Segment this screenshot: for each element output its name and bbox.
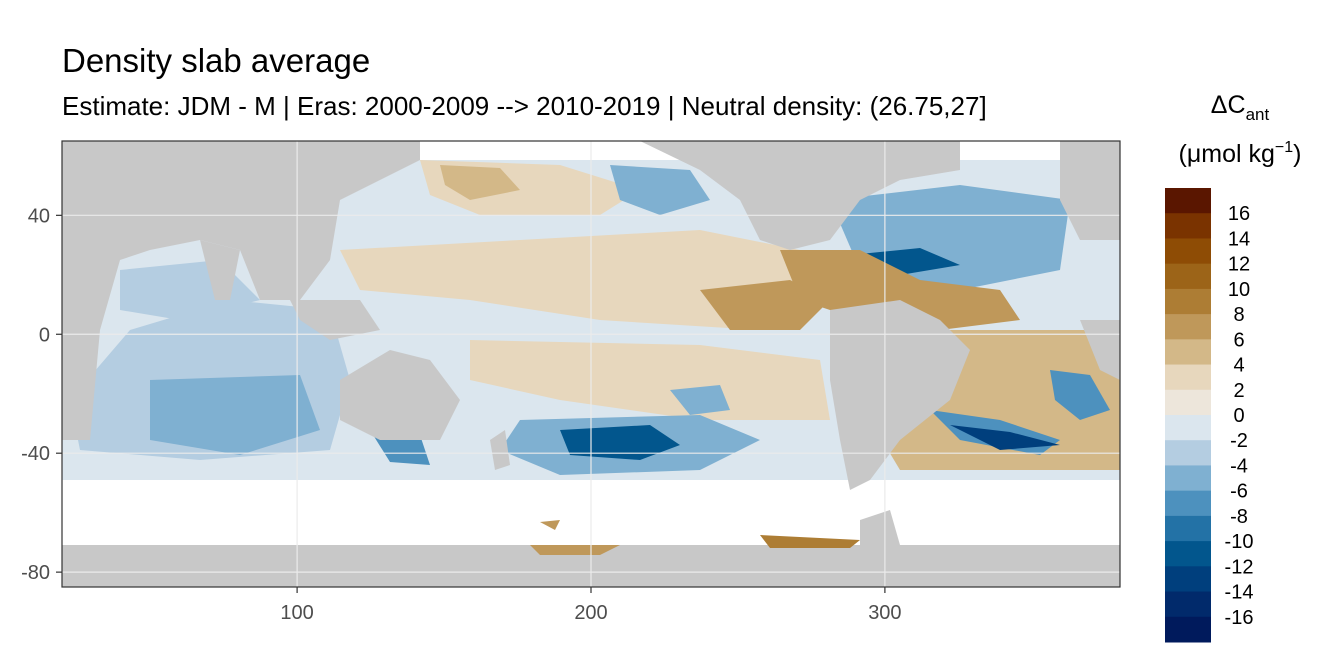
new-zealand-land (490, 430, 510, 470)
legend-swatch (1165, 213, 1211, 239)
legend-swatch (1165, 339, 1211, 366)
legend-title: ΔCant (1211, 91, 1270, 124)
y-axis: 40 0 -40 -80 (21, 205, 62, 584)
legend-swatch (1165, 515, 1211, 542)
legend-label: -6 (1230, 481, 1248, 503)
legend-label: 6 (1233, 329, 1244, 351)
legend-label: 8 (1233, 304, 1244, 326)
legend-swatch (1165, 238, 1211, 265)
legend-swatch (1165, 465, 1211, 492)
legend-label: 4 (1233, 355, 1244, 377)
legend-swatch (1165, 566, 1211, 593)
legend-swatch (1165, 188, 1211, 214)
maritime-continent-land (290, 300, 380, 340)
legend-label: -16 (1225, 607, 1254, 629)
north-pacific-blue (610, 165, 710, 215)
y-tick-label: 40 (28, 205, 50, 227)
legend-unit-superscript: −1 (1275, 139, 1293, 156)
legend-swatch (1165, 541, 1211, 567)
x-tick-label: 100 (280, 602, 313, 624)
south-atlantic-blue-core (950, 425, 1060, 450)
legend-label: 0 (1233, 405, 1244, 427)
legend-label: 12 (1228, 254, 1250, 276)
south-pacific-tan (470, 340, 830, 420)
legend-swatch (1165, 288, 1211, 315)
antarctic-coast-tan (530, 545, 620, 555)
south-pacific-blue-east (670, 385, 730, 415)
map-subtitle: Estimate: JDM - M | Eras: 2000-2009 --> … (62, 91, 987, 121)
legend-swatch (1165, 364, 1211, 391)
indian-ocean-mid (150, 375, 320, 455)
y-tick-label: -80 (21, 562, 50, 584)
legend-swatch (1165, 314, 1211, 340)
legend-label: 16 (1228, 203, 1250, 225)
north-pacific-tan-dark (440, 165, 520, 200)
australia-land (340, 350, 460, 440)
south-pacific-blue-core (560, 425, 680, 460)
africa-west-land (1080, 320, 1120, 380)
legend-label: -14 (1225, 582, 1254, 604)
legend-label: -4 (1230, 455, 1248, 477)
weddell-tan (760, 535, 860, 548)
y-tick-label: -40 (21, 443, 50, 465)
y-tick-label: 0 (39, 324, 50, 346)
legend-label: 2 (1233, 380, 1244, 402)
map-title: Density slab average (62, 42, 371, 79)
antarctica-peninsula-land (860, 510, 900, 545)
legend-title-subscript: ant (1246, 105, 1270, 124)
pacific-positive-band (340, 230, 820, 330)
ross-sea-tan (540, 520, 560, 530)
legend-unit: (μmol kg−1) (1179, 139, 1302, 168)
color-legend: ΔCant (μmol kg−1) 16 14 12 10 8 6 4 2 0 -2 -4 -6 -8 -… (1165, 91, 1301, 643)
brazil-basin-blue (1050, 370, 1110, 420)
legend-swatch (1165, 415, 1211, 441)
x-axis: 100 200 300 (280, 587, 902, 624)
legend-label: -12 (1225, 556, 1254, 578)
india-land (200, 240, 240, 300)
north-america-land (640, 141, 960, 250)
legend-label: 14 (1228, 228, 1250, 250)
legend-swatch (1165, 616, 1211, 643)
asia-land (120, 141, 420, 300)
legend-label: -2 (1230, 430, 1248, 452)
legend-swatch (1165, 389, 1211, 416)
legend-label: -8 (1230, 506, 1248, 528)
legend-swatch (1165, 440, 1211, 466)
legend-swatch (1165, 490, 1211, 517)
x-tick-label: 200 (574, 602, 607, 624)
north-atlantic-blue-core (850, 248, 960, 275)
south-america-land (830, 300, 970, 490)
legend-swatch (1165, 591, 1211, 618)
x-tick-label: 300 (868, 602, 901, 624)
legend-label: -10 (1225, 531, 1254, 553)
legend-label: 10 (1228, 279, 1250, 301)
legend-swatch (1165, 263, 1211, 290)
